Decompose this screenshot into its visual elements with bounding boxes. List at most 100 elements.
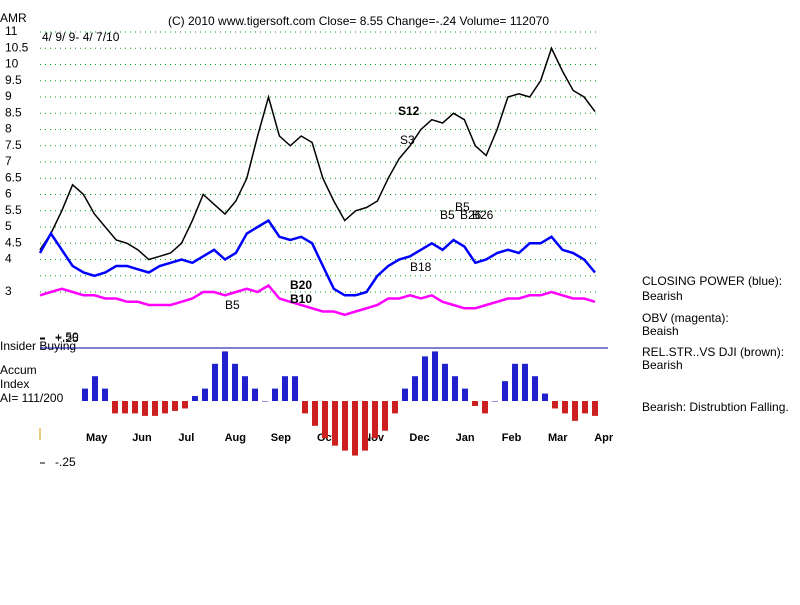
y-tick-label: 10 [5, 57, 19, 71]
y-tick-label: 3 [5, 284, 12, 298]
accum-bar [282, 376, 288, 401]
y-tick-label: 10.5 [5, 40, 29, 54]
y-tick-label: 8.5 [5, 105, 22, 119]
accum-bar [442, 363, 448, 401]
accum-bar [502, 381, 508, 401]
accum-bar [362, 401, 368, 451]
y-tick-label: 5 [5, 219, 12, 233]
signal-label: S3 [400, 133, 415, 147]
accum-bar [432, 351, 438, 401]
accum-bar [582, 401, 588, 414]
signal-label: B26 [472, 208, 494, 222]
signal-label: B5 [225, 298, 240, 312]
accum-bar [322, 401, 328, 439]
accum-bar [552, 401, 558, 409]
x-tick-label: Mar [548, 432, 568, 444]
x-tick-label: Feb [502, 432, 522, 444]
accum-bar [392, 401, 398, 414]
y-tick-label: 4 [5, 252, 12, 266]
note: OBV (magenta): [642, 311, 729, 325]
accum-bar [332, 401, 338, 446]
accum-bar [492, 401, 498, 402]
y-tick-label: 11 [5, 24, 18, 38]
note: Bearish [642, 289, 683, 303]
series-line [39, 283, 596, 317]
x-tick-label: Aug [225, 432, 246, 444]
accum-bar [482, 401, 488, 414]
y-tick-label: 7.5 [5, 138, 22, 152]
accum-bar [572, 401, 578, 421]
y-label: AMR [0, 11, 27, 25]
insider-label: Insider Buying [0, 339, 76, 353]
signal-label: B10 [290, 292, 312, 306]
note: REL.STR..VS DJI (brown): [642, 345, 784, 359]
chart-subtitle: 4/ 9/ 9- 4/ 7/10 [42, 30, 120, 44]
note: Bearish: Distrubtion Falling. [642, 400, 789, 414]
accum-bar [352, 401, 358, 456]
accum-bar [372, 401, 378, 439]
x-tick-label: Jul [178, 432, 194, 444]
accum-bar [522, 363, 528, 401]
note: Beaish [642, 324, 679, 338]
accum-bar [512, 363, 518, 401]
y-tick-label: 9 [5, 89, 12, 103]
accum-bar [262, 401, 268, 402]
accum-bar [92, 376, 98, 401]
accum-bar [292, 376, 298, 401]
accum-bar [112, 401, 118, 414]
accum-bar [592, 401, 598, 416]
accum-bar [212, 363, 218, 401]
note: Bearish [642, 358, 683, 372]
accum-bar [142, 401, 148, 416]
accum-bar [232, 363, 238, 401]
y-tick-label: 8 [5, 122, 12, 136]
y-tick-label: 4.5 [5, 235, 22, 249]
accum-tick-label: -.25 [55, 455, 76, 469]
accum-bar [542, 393, 548, 401]
accum-label: Index [0, 377, 29, 391]
accum-bar [302, 401, 308, 414]
accum-bar [412, 376, 418, 401]
y-tick-label: 9.5 [5, 73, 22, 87]
accum-bar [272, 388, 278, 401]
accum-label: AI= 111/200 [0, 391, 64, 405]
accum-bar [122, 401, 128, 414]
x-tick-label: Sep [271, 432, 291, 444]
accum-bar [382, 401, 388, 431]
x-tick-label: Jun [132, 432, 152, 444]
accum-bar [132, 401, 138, 414]
accum-bar [242, 376, 248, 401]
chart-title: (C) 2010 www.tigersoft.com Close= 8.55 C… [168, 14, 549, 28]
accum-bar [312, 401, 318, 426]
series-line [38, 218, 596, 297]
x-tick-label: Apr [594, 432, 614, 444]
x-tick-label: Dec [409, 432, 429, 444]
accum-bar [452, 376, 458, 401]
note: CLOSING POWER (blue): [642, 274, 782, 288]
signal-label: B5 [455, 200, 470, 214]
accum-bar [162, 401, 168, 414]
accum-bar [402, 388, 408, 401]
x-tick-label: May [86, 432, 108, 444]
accum-bar [472, 401, 478, 406]
accum-bar [82, 388, 88, 401]
series-line [39, 46, 596, 261]
insider-tick-label: +.50 [55, 330, 79, 344]
y-tick-label: 5.5 [5, 203, 22, 217]
x-tick-label: Jan [456, 432, 475, 444]
y-tick-label: 6 [5, 187, 12, 201]
accum-bar [172, 401, 178, 411]
accum-bar [342, 401, 348, 451]
accum-bar [152, 401, 158, 416]
accum-bar [102, 388, 108, 401]
accum-bar [422, 356, 428, 401]
signal-label: B20 [290, 278, 312, 292]
accum-bar [202, 388, 208, 401]
accum-bar [192, 396, 198, 401]
signal-label: B5 [440, 208, 455, 222]
signal-label: S12 [398, 104, 420, 118]
accum-bar [222, 351, 228, 401]
accum-bar [532, 376, 538, 401]
accum-tick-label: +.25 [55, 331, 79, 345]
